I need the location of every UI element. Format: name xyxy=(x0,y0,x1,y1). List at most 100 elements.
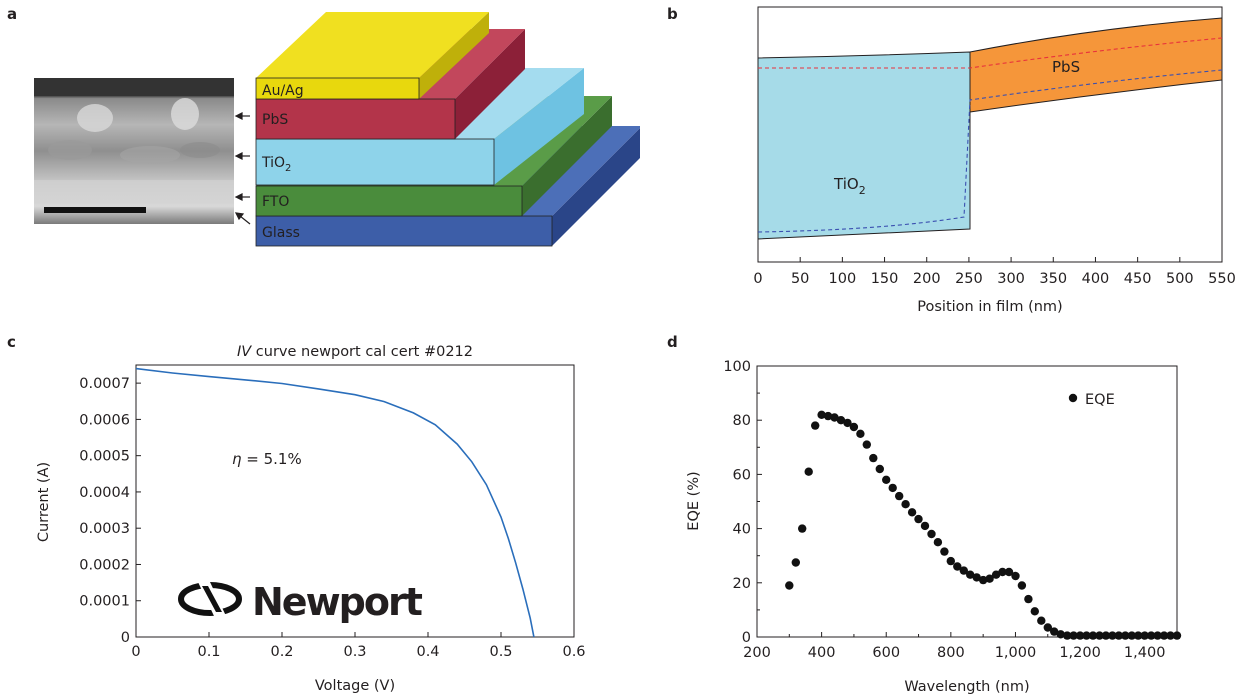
eqe-point xyxy=(836,416,846,425)
eqe-point xyxy=(953,562,962,571)
eqe-point xyxy=(791,558,800,567)
eqe-point xyxy=(1075,631,1085,640)
region-label-tio2: TiO2 xyxy=(833,175,866,197)
eqe-point xyxy=(985,574,994,583)
y-tick-label-d: 80 xyxy=(733,413,751,429)
device-schematic: Au/Ag PbS TiO2 FTO Glass xyxy=(34,12,640,247)
eqe-point xyxy=(1050,627,1059,636)
x-axis-label-d: Wavelength (nm) xyxy=(904,679,1029,695)
eqe-point xyxy=(991,570,1001,579)
x-tick-label-b: 450 xyxy=(1124,271,1152,287)
y-tick-label-c: 0.0001 xyxy=(79,594,130,610)
eqe-point xyxy=(901,500,910,509)
pbs-region xyxy=(969,17,1223,113)
panel-label-b: b xyxy=(667,5,678,23)
eqe-point xyxy=(1011,571,1020,581)
layer-label-glass: Glass xyxy=(262,225,300,241)
x-tick-label-c: 0.6 xyxy=(562,644,585,660)
eqe-point xyxy=(927,529,936,539)
eqe-point xyxy=(1172,631,1182,640)
eqe-point xyxy=(823,411,833,421)
eqe-point xyxy=(882,475,891,484)
eqe-point xyxy=(1108,631,1117,640)
y-tick-label-d: 0 xyxy=(742,630,751,646)
x-axis-label-c: Voltage (V) xyxy=(315,678,395,694)
newport-logo: Newport xyxy=(178,580,425,624)
x-tick-label-c: 0.3 xyxy=(343,644,366,660)
y-tick-label-d: 40 xyxy=(733,522,751,538)
eqe-point xyxy=(1101,631,1111,640)
eqe-point xyxy=(1004,567,1014,577)
x-tick-label-c: 0.4 xyxy=(416,644,439,660)
eqe-point xyxy=(804,467,813,476)
x-tick-label-b: 200 xyxy=(913,271,941,287)
eqe-point xyxy=(979,575,988,585)
panel-label-d: d xyxy=(667,333,678,351)
band-diagram: TiO2 PbS 0 50 100 150 200 250 300 350 400 450 500 5… xyxy=(753,6,1236,315)
eqe-point xyxy=(1056,630,1065,639)
eqe-point xyxy=(998,567,1007,577)
iv-curve-line xyxy=(135,367,535,638)
eqe-point xyxy=(1159,631,1169,640)
eqe-point xyxy=(907,508,917,517)
x-tick-label-d: 400 xyxy=(808,645,836,661)
x-tick-label-b: 50 xyxy=(791,271,809,287)
x-tick-label-d: 1,000 xyxy=(995,645,1037,661)
eqe-point xyxy=(1063,631,1072,640)
x-tick-label-c: 0 xyxy=(131,644,140,660)
eqe-point xyxy=(1017,581,1027,590)
chart-title-c: IV curve newport cal cert #0212 xyxy=(237,344,473,360)
eqe-point xyxy=(895,491,904,501)
x-tick-label-b: 500 xyxy=(1166,271,1194,287)
region-label-pbs: PbS xyxy=(1052,58,1080,76)
x-tick-label-d: 1,400 xyxy=(1124,645,1166,661)
y-tick-label-d: 20 xyxy=(733,576,751,592)
eqe-point xyxy=(1024,594,1033,604)
eqe-point xyxy=(1127,631,1136,640)
eqe-point xyxy=(811,421,820,430)
fermi-level-blue xyxy=(757,69,1223,233)
y-tick-label-c: 0.0007 xyxy=(79,376,130,392)
au-ag-layer xyxy=(255,12,489,100)
layer-arrows xyxy=(234,112,251,225)
panel-label-c: c xyxy=(7,333,16,351)
eqe-point xyxy=(869,453,878,463)
fermi-level-red xyxy=(758,37,1223,69)
x-tick-label-b: 300 xyxy=(997,271,1025,287)
eqe-point xyxy=(817,410,826,419)
eqe-point xyxy=(849,422,859,432)
eqe-point xyxy=(1069,631,1078,640)
eqe-point xyxy=(959,566,968,575)
sem-micrograph xyxy=(34,78,234,224)
eqe-point xyxy=(862,440,871,449)
layer-label-pbs: PbS xyxy=(262,112,288,128)
eqe-point xyxy=(1121,631,1130,640)
eqe-point xyxy=(933,538,943,547)
x-tick-label-c: 0.2 xyxy=(270,644,293,660)
eqe-point xyxy=(1088,631,1098,640)
y-tick-label-c: 0.0002 xyxy=(79,557,130,573)
y-tick-label-d: 60 xyxy=(733,467,751,483)
x-tick-label-b: 150 xyxy=(871,271,899,287)
eqe-point xyxy=(843,418,852,428)
eqe-chart: 200 400 600 800 1,000 1,200 1,400020406080100 … xyxy=(686,359,1182,695)
tio2-region xyxy=(757,51,971,240)
eqe-point xyxy=(946,556,955,566)
eqe-point xyxy=(1147,631,1156,640)
eqe-point xyxy=(875,464,884,474)
layer-label-tio2: TiO2 xyxy=(261,155,291,174)
y-tick-label-c: 0.0005 xyxy=(79,449,130,465)
eqe-point xyxy=(888,483,897,493)
eqe-point xyxy=(1043,623,1052,632)
legend-label-eqe: EQE xyxy=(1085,392,1115,408)
eqe-point xyxy=(1037,616,1046,625)
x-tick-label-b: 550 xyxy=(1208,271,1236,287)
x-tick-label-b: 400 xyxy=(1082,271,1110,287)
layer-label-fto: FTO xyxy=(262,194,289,210)
eqe-point xyxy=(1134,631,1143,640)
eqe-point xyxy=(1095,631,1104,640)
eqe-point xyxy=(1166,631,1175,640)
eqe-point xyxy=(798,524,807,533)
layer-label-au-ag: Au/Ag xyxy=(262,83,304,99)
eqe-point xyxy=(920,521,930,531)
